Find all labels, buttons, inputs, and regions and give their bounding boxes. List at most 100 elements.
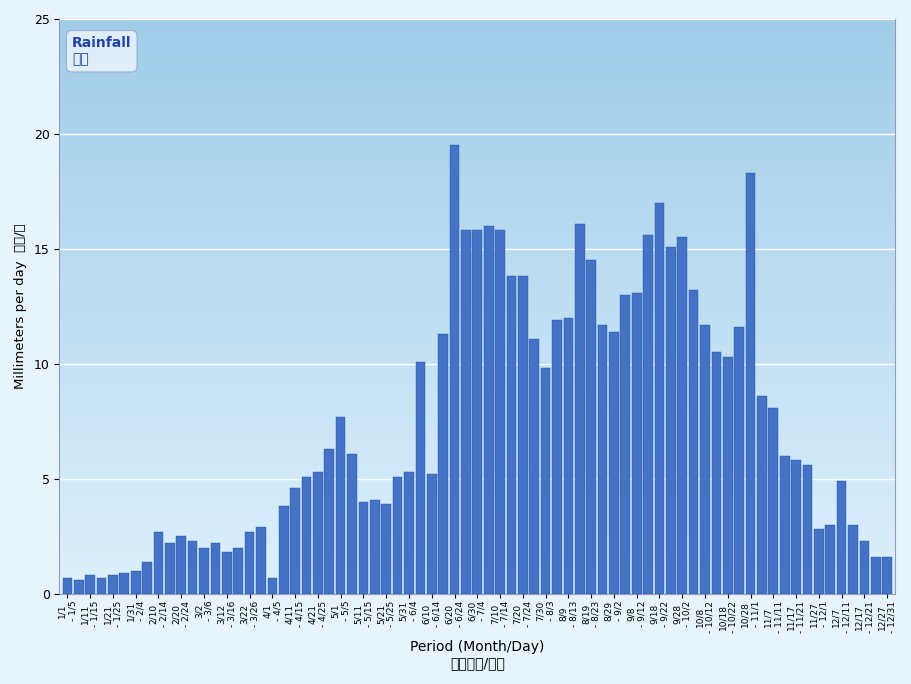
Bar [393, 477, 402, 594]
Bar [59, 306, 895, 308]
Bar [59, 84, 895, 86]
Bar [768, 408, 777, 594]
Bar [59, 243, 895, 245]
Bar [59, 68, 895, 70]
Bar [142, 562, 152, 594]
Bar [688, 290, 698, 594]
Bar [404, 472, 414, 594]
Bar [63, 578, 72, 594]
Bar [59, 99, 895, 101]
Bar [59, 48, 895, 49]
Bar [59, 153, 895, 155]
Bar [59, 553, 895, 555]
Bar [59, 147, 895, 149]
Bar [59, 203, 895, 205]
Bar [59, 488, 895, 490]
Bar [563, 318, 573, 594]
Bar [59, 132, 895, 134]
Bar [517, 276, 527, 594]
Bar [74, 580, 84, 594]
Bar [59, 67, 895, 68]
Bar [59, 565, 895, 567]
Bar [59, 262, 895, 264]
Bar [59, 213, 895, 214]
Bar [59, 282, 895, 283]
Bar [59, 94, 895, 96]
Bar [233, 548, 242, 594]
Bar [59, 548, 895, 550]
Bar [59, 569, 895, 571]
Bar [59, 508, 895, 510]
Bar [586, 261, 595, 594]
Bar [59, 373, 895, 376]
Bar [59, 32, 895, 34]
Bar [59, 443, 895, 445]
Bar [59, 362, 895, 364]
Bar [59, 199, 895, 201]
Bar [59, 563, 895, 565]
Bar [59, 557, 895, 560]
Bar [59, 222, 895, 224]
Bar [59, 433, 895, 435]
Bar [59, 546, 895, 548]
Bar [791, 460, 800, 594]
Bar [59, 239, 895, 241]
Bar [631, 293, 640, 594]
Bar [59, 176, 895, 178]
Bar [59, 385, 895, 387]
Bar [59, 59, 895, 61]
Bar [59, 402, 895, 404]
Bar [59, 241, 895, 243]
Bar [59, 579, 895, 581]
Bar [59, 247, 895, 249]
Bar [59, 136, 895, 137]
Bar [59, 542, 895, 544]
Bar [59, 122, 895, 124]
Bar [59, 475, 895, 477]
Bar [59, 209, 895, 211]
Bar [59, 218, 895, 220]
Bar [59, 197, 895, 199]
Bar [59, 479, 895, 481]
Bar [199, 548, 209, 594]
Bar [59, 454, 895, 456]
Bar [59, 51, 895, 53]
Bar [59, 92, 895, 94]
Bar [59, 201, 895, 203]
Bar [59, 581, 895, 582]
Bar [59, 339, 895, 341]
Bar [59, 358, 895, 360]
Bar [59, 27, 895, 29]
Bar [59, 272, 895, 274]
Bar [59, 383, 895, 385]
Bar [59, 366, 895, 368]
Bar [59, 452, 895, 454]
Bar [59, 519, 895, 521]
Bar [59, 318, 895, 320]
Bar [59, 312, 895, 314]
Bar [59, 562, 895, 563]
Bar [59, 78, 895, 80]
Bar [59, 168, 895, 170]
Bar [59, 450, 895, 452]
Bar [59, 103, 895, 105]
Bar [59, 159, 895, 161]
Bar [59, 308, 895, 311]
Bar [59, 467, 895, 469]
Bar [59, 261, 895, 262]
Bar [59, 105, 895, 107]
Bar [597, 325, 607, 594]
Bar [59, 90, 895, 92]
Bar [59, 326, 895, 328]
Bar [59, 214, 895, 216]
Bar [244, 531, 254, 594]
Bar [59, 120, 895, 122]
Bar [59, 345, 895, 347]
Bar [59, 333, 895, 335]
Bar [59, 550, 895, 552]
Bar [59, 419, 895, 421]
Bar [59, 61, 895, 63]
Bar [59, 469, 895, 471]
Bar [415, 362, 425, 594]
Bar [881, 557, 891, 594]
